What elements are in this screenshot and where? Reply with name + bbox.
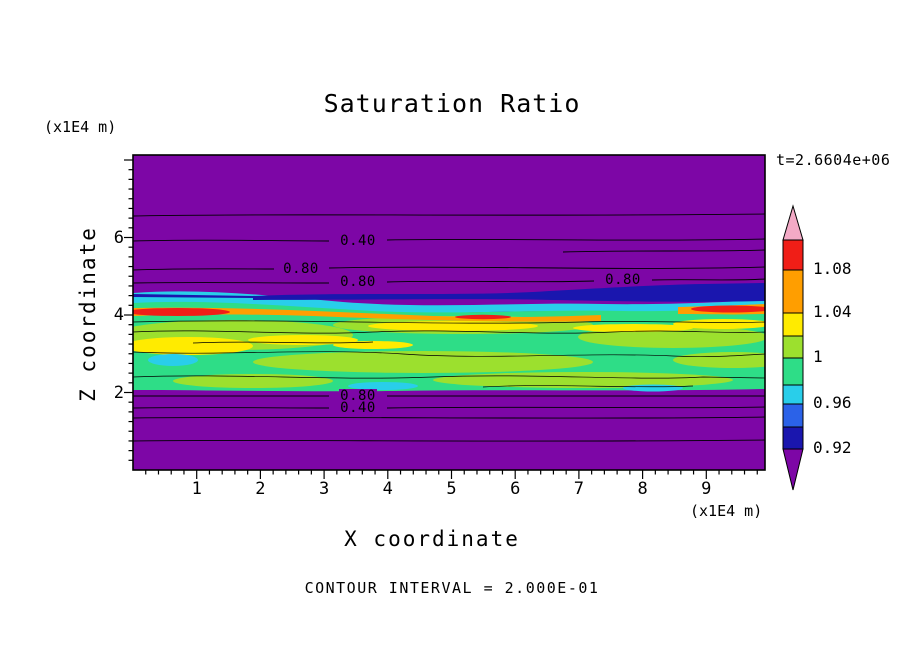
contour-label-040-bottom: 0.40 bbox=[340, 400, 376, 416]
contour-label-bg bbox=[282, 262, 320, 275]
colorbar-segment-blue bbox=[782, 403, 804, 428]
colorbar-segment-navy bbox=[782, 426, 804, 450]
field-cyan-spot bbox=[348, 382, 418, 390]
y-tick-label-2: 2 bbox=[114, 383, 124, 403]
x-axis-units: (x1E4 m) bbox=[690, 502, 762, 520]
field-red-streak bbox=[133, 308, 230, 316]
colorbar-segment-orange bbox=[782, 269, 804, 314]
field-cyan-spot bbox=[623, 384, 683, 392]
contour-label-080-mid: 0.80 bbox=[340, 274, 376, 290]
contour-squiggle bbox=[133, 330, 765, 334]
plot: 0.40 0.80 0.80 0.80 0.80 0.40 bbox=[132, 154, 766, 471]
x-tick-label-1: 1 bbox=[192, 479, 202, 499]
colorbar-label-100: 1 bbox=[813, 347, 823, 366]
contour-line bbox=[133, 238, 765, 242]
field-yellow-streak bbox=[673, 319, 765, 329]
contour-line bbox=[133, 416, 765, 419]
colorbar-segment-red bbox=[782, 239, 804, 271]
colorbar-segment-cyan bbox=[782, 384, 804, 405]
field-red-streak bbox=[691, 305, 765, 313]
contour-line bbox=[133, 278, 765, 284]
x-tick-label-5: 5 bbox=[446, 479, 456, 499]
contour-squiggle bbox=[133, 320, 765, 324]
z-axis-label: Z coordinate bbox=[76, 226, 100, 402]
colorbar-label-104: 1.04 bbox=[813, 302, 852, 321]
colorbar: 1.08 1.04 1 0.96 0.92 bbox=[782, 204, 852, 491]
field-yellowgreen-streak bbox=[253, 351, 593, 373]
contour-line bbox=[133, 395, 765, 397]
contour-label-080-left: 0.80 bbox=[283, 261, 319, 277]
field-yellow-streak bbox=[368, 321, 538, 331]
contour-line bbox=[133, 213, 765, 217]
contour-line bbox=[133, 266, 765, 271]
colorbar-label-092: 0.92 bbox=[813, 438, 852, 457]
colorbar-label-108: 1.08 bbox=[813, 259, 852, 278]
colorbar-label-096: 0.96 bbox=[813, 393, 852, 412]
contour-label-040-top: 0.40 bbox=[340, 233, 376, 249]
x-tick-label-2: 2 bbox=[255, 479, 265, 499]
figure-title: Saturation Ratio bbox=[324, 89, 581, 118]
x-tick-label-7: 7 bbox=[574, 479, 584, 499]
x-tick-label-3: 3 bbox=[319, 479, 329, 499]
contour-label-080-right: 0.80 bbox=[605, 272, 641, 288]
time-label: t=2.6604e+06 bbox=[776, 151, 890, 169]
plot-frame bbox=[132, 154, 766, 471]
y-tick-label-4: 4 bbox=[114, 305, 124, 325]
contour-label-bg bbox=[339, 275, 377, 288]
contour-label-bg bbox=[339, 389, 377, 402]
colorbar-segment-yellowgreen bbox=[782, 335, 804, 359]
contour-squiggle bbox=[192, 341, 374, 344]
contour-squiggle bbox=[133, 351, 765, 358]
contour-line bbox=[133, 406, 765, 409]
colorbar-segment-yellow bbox=[782, 312, 804, 337]
y-axis-ticks bbox=[124, 159, 133, 461]
contour-squiggle bbox=[482, 385, 694, 388]
x-axis-ticks bbox=[145, 470, 758, 479]
x-tick-label-9: 9 bbox=[701, 479, 711, 499]
contour-line bbox=[133, 439, 765, 442]
x-tick-label-8: 8 bbox=[637, 479, 647, 499]
colorbar-cap-bottom bbox=[782, 448, 804, 491]
field-yellow-streak bbox=[573, 324, 693, 332]
field-yellowgreen-streak bbox=[433, 372, 733, 388]
field-red-streak bbox=[455, 314, 511, 320]
field-navy-thin-line bbox=[133, 294, 253, 298]
field-yellowgreen-streak bbox=[673, 352, 765, 368]
x-axis-label: X coordinate bbox=[344, 527, 520, 551]
contour-label-bg bbox=[339, 401, 377, 414]
contour-label-bg bbox=[604, 273, 642, 286]
contour-interval-note: CONTOUR INTERVAL = 2.000E-01 bbox=[305, 579, 600, 597]
y-axis-units: (x1E4 m) bbox=[44, 118, 116, 136]
contour-line bbox=[562, 249, 765, 253]
field-navy-streak bbox=[253, 283, 765, 302]
contour-field: 0.40 0.80 0.80 0.80 0.80 0.40 bbox=[133, 155, 765, 470]
contour-label-bg bbox=[339, 234, 377, 247]
field-cyan-spot bbox=[148, 354, 198, 366]
contour-label-080-bottom: 0.80 bbox=[340, 388, 376, 404]
y-tick-label-6: 6 bbox=[114, 228, 124, 248]
colorbar-segment-green bbox=[782, 357, 804, 386]
x-tick-label-6: 6 bbox=[510, 479, 520, 499]
field-yellow-streak bbox=[133, 337, 253, 355]
contour-squiggle bbox=[133, 375, 765, 379]
x-tick-label-4: 4 bbox=[383, 479, 393, 499]
